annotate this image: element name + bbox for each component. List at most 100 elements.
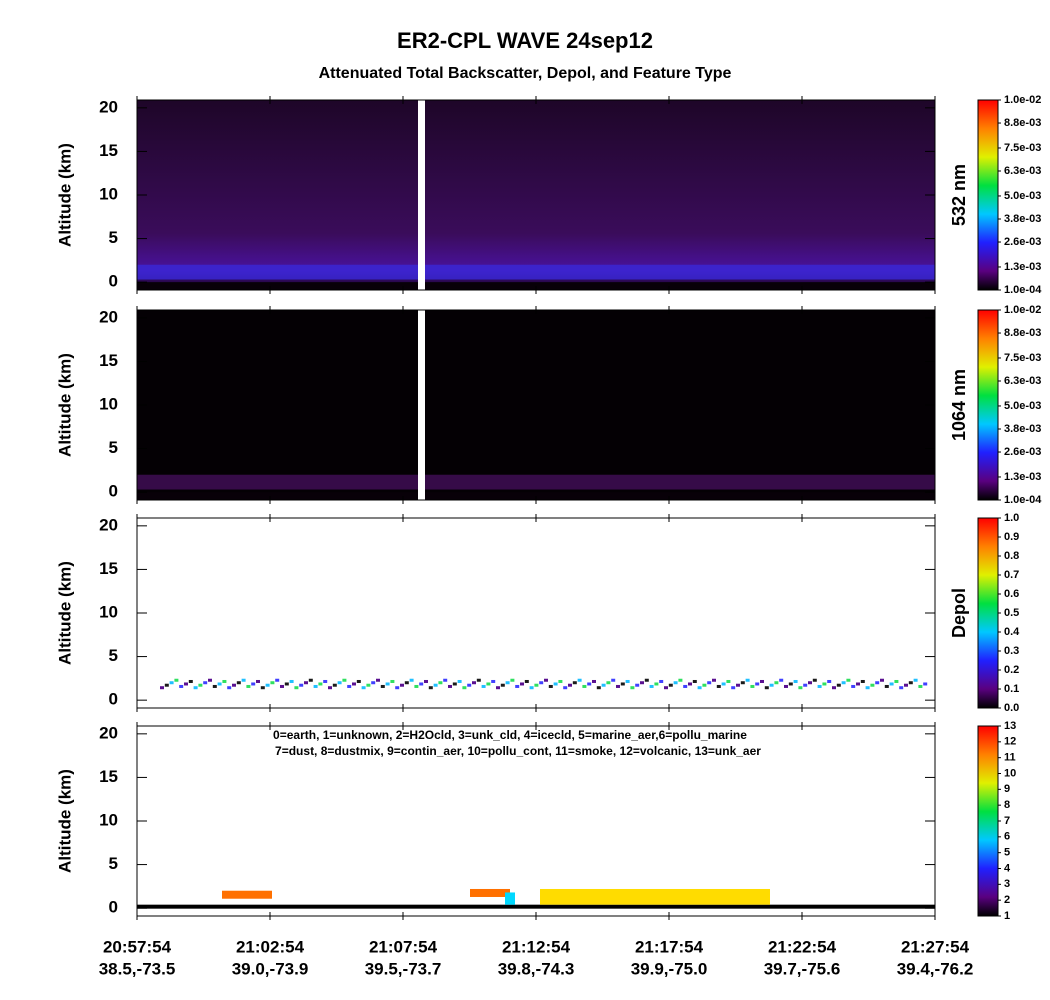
depol-speckle xyxy=(313,684,318,688)
x-tick-position: 39.9,-75.0 xyxy=(631,959,708,978)
depol-speckle xyxy=(433,683,438,687)
feature-orange xyxy=(470,888,510,897)
depol-speckle xyxy=(371,681,376,685)
depol-speckle xyxy=(788,682,793,686)
depol-speckle xyxy=(592,679,596,683)
depol-speckle xyxy=(472,681,476,685)
depol-speckle xyxy=(284,682,289,686)
colorbar-tick-label: 2.6e-03 xyxy=(1004,446,1041,458)
y-tick-label: 5 xyxy=(109,854,118,873)
x-tick-position: 38.5,-73.5 xyxy=(99,959,176,978)
plot-background xyxy=(137,100,935,290)
depol-speckle xyxy=(860,679,865,683)
colorbar-tick-label: 6.3e-03 xyxy=(1004,165,1041,177)
depol-speckle xyxy=(188,679,193,683)
colorbar-tick-label: 0.7 xyxy=(1004,569,1019,581)
aerosol-layer xyxy=(137,474,935,490)
y-tick-label: 0 xyxy=(109,272,118,291)
y-tick-label: 5 xyxy=(109,646,118,665)
depol-speckle xyxy=(683,684,688,688)
depol-speckle xyxy=(793,679,798,683)
data-gap xyxy=(418,310,425,500)
depol-speckle xyxy=(486,682,491,686)
depol-speckle xyxy=(884,684,889,688)
x-tick-position: 39.7,-75.6 xyxy=(764,959,841,978)
depol-speckle xyxy=(294,686,299,690)
depol-speckle xyxy=(611,678,616,682)
depol-speckle xyxy=(510,678,515,682)
depol-speckle xyxy=(544,678,548,682)
y-tick-label: 10 xyxy=(99,184,118,203)
colorbar-tick-label: 1.0e-04 xyxy=(1004,284,1042,296)
depol-speckle xyxy=(817,684,822,688)
x-tick-label: 21:12:54 xyxy=(502,937,571,956)
depol-speckle xyxy=(577,678,582,682)
depol-speckle xyxy=(390,679,395,683)
depol-speckle xyxy=(851,684,856,688)
depol-speckle xyxy=(256,679,260,683)
depol-speckle xyxy=(347,684,352,688)
colorbar-tick-label: 0.3 xyxy=(1004,645,1019,657)
colorbar-tick-label: 0.2 xyxy=(1004,664,1019,676)
depol-speckle xyxy=(419,682,424,686)
depol-speckle xyxy=(400,683,404,687)
depol-speckle xyxy=(318,682,323,686)
legend-note: 7=dust, 8=dustmix, 9=contin_aer, 10=poll… xyxy=(275,744,761,758)
depol-speckle xyxy=(222,679,227,683)
depol-speckle xyxy=(500,683,505,687)
depol-speckle xyxy=(846,678,851,682)
aerosol-layer xyxy=(137,264,935,280)
colorbar-tick-label: 1.0e-04 xyxy=(1004,494,1042,506)
depol-speckle xyxy=(380,684,385,688)
depol-speckle xyxy=(596,686,601,690)
depol-speckle xyxy=(764,686,769,690)
depol-speckle xyxy=(707,681,712,685)
depol-speckle xyxy=(299,683,304,687)
depol-speckle xyxy=(184,682,188,686)
depol-speckle xyxy=(563,686,568,690)
colorbar-tick-label: 5.0e-03 xyxy=(1004,190,1041,202)
depol-speckle xyxy=(774,681,779,685)
depol-speckle xyxy=(697,686,702,690)
depol-speckle xyxy=(918,684,923,688)
depol-speckle xyxy=(289,679,294,683)
depol-speckle xyxy=(524,679,529,683)
depol-speckle xyxy=(356,679,361,683)
y-tick-label: 0 xyxy=(109,482,118,501)
y-tick-label: 5 xyxy=(109,228,118,247)
colorbar xyxy=(977,99,999,291)
y-tick-label: 0 xyxy=(109,690,118,709)
depol-speckle xyxy=(462,686,467,690)
depol-speckle xyxy=(913,678,918,682)
depol-speckle xyxy=(601,683,606,687)
depol-speckle xyxy=(582,684,587,688)
depol-speckle xyxy=(270,681,275,685)
colorbar-tick-label: 0.4 xyxy=(1004,626,1020,638)
depol-speckle xyxy=(304,681,308,685)
y-tick-label: 15 xyxy=(99,559,118,578)
depol-speckle xyxy=(529,686,534,690)
depol-speckle xyxy=(803,683,808,687)
depol-speckle xyxy=(169,681,174,685)
depol-speckle xyxy=(731,686,736,690)
depol-speckle xyxy=(630,686,635,690)
colorbar-tick-label: 3.8e-03 xyxy=(1004,213,1041,225)
depol-speckle xyxy=(174,678,179,682)
depol-speckle xyxy=(404,681,409,685)
depol-speckle xyxy=(232,683,236,687)
colorbar-tick-label: 6 xyxy=(1004,831,1010,843)
depol-speckle xyxy=(280,684,284,688)
colorbar-tick-label: 7.5e-03 xyxy=(1004,142,1041,154)
colorbar-tick-label: 1.0e-02 xyxy=(1004,94,1041,106)
depol-speckle xyxy=(712,678,716,682)
depol-speckle xyxy=(217,682,222,686)
depol-speckle xyxy=(755,682,760,686)
plot-background xyxy=(137,518,935,708)
colorbar xyxy=(977,725,999,917)
y-tick-label: 0 xyxy=(109,898,118,917)
depol-speckle xyxy=(236,681,241,685)
depol-speckle xyxy=(212,684,217,688)
feature-yellow xyxy=(540,888,770,905)
depol-speckle xyxy=(515,684,520,688)
depol-speckle xyxy=(779,678,784,682)
